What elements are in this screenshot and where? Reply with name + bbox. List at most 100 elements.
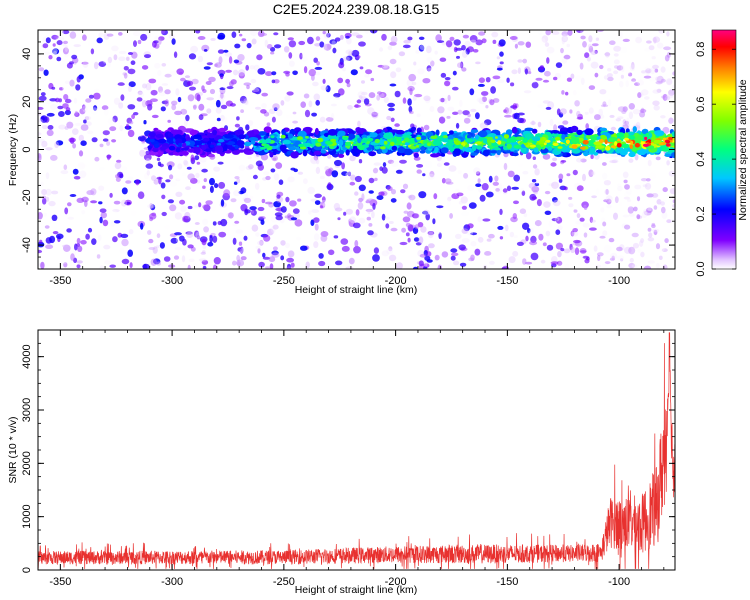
band-blob <box>149 138 155 143</box>
noise-blob <box>142 83 147 89</box>
noise-blob <box>584 52 590 59</box>
noise-blob <box>354 240 359 248</box>
noise-blob <box>553 76 558 81</box>
noise-blob <box>121 238 129 247</box>
noise-blob <box>85 98 92 103</box>
noise-blob <box>136 97 143 102</box>
noise-blob <box>513 200 519 205</box>
noise-blob <box>292 70 298 76</box>
noise-blob <box>485 191 494 198</box>
noise-blob <box>50 154 58 161</box>
noise-blob <box>300 245 308 251</box>
noise-blob <box>559 108 567 115</box>
noise-blob <box>322 202 329 207</box>
noise-blob <box>496 252 504 258</box>
noise-blob <box>574 101 581 106</box>
noise-blob <box>627 201 634 208</box>
noise-blob <box>54 141 59 149</box>
noise-blob <box>50 47 58 55</box>
noise-blob <box>437 106 445 114</box>
noise-blob <box>174 212 182 220</box>
noise-blob <box>47 125 54 130</box>
noise-blob <box>619 31 623 39</box>
noise-blob <box>331 40 336 46</box>
noise-blob <box>561 90 565 95</box>
noise-blob <box>292 208 300 214</box>
noise-blob <box>72 168 79 175</box>
noise-blob <box>594 49 598 54</box>
noise-blob <box>160 106 166 112</box>
noise-blob <box>425 97 431 104</box>
noise-blob <box>318 260 326 267</box>
noise-blob <box>568 196 573 200</box>
noise-blob <box>589 216 594 223</box>
noise-blob <box>506 185 512 192</box>
noise-blob <box>147 103 153 111</box>
noise-blob <box>386 115 392 121</box>
band-blob <box>282 130 286 136</box>
band-blob <box>265 138 272 144</box>
noise-blob <box>338 88 345 96</box>
band-blob <box>250 140 256 145</box>
noise-blob <box>98 32 104 38</box>
noise-blob <box>223 49 229 53</box>
noise-blob <box>280 100 285 106</box>
band-blob <box>506 143 512 149</box>
noise-blob <box>127 129 135 138</box>
noise-blob <box>201 259 209 265</box>
noise-blob <box>112 209 120 213</box>
noise-blob <box>610 126 617 131</box>
noise-blob <box>141 100 147 108</box>
noise-blob <box>574 206 579 210</box>
noise-blob <box>187 205 193 210</box>
noise-blob <box>236 178 241 184</box>
noise-blob <box>142 263 150 269</box>
noise-blob <box>207 242 214 247</box>
noise-blob <box>272 246 278 251</box>
noise-blob <box>268 108 276 115</box>
noise-blob <box>233 59 240 64</box>
band-blob <box>383 132 394 140</box>
noise-blob <box>82 34 87 41</box>
noise-blob <box>158 90 167 97</box>
noise-blob <box>420 226 427 233</box>
colorbar-tick-label: 0.8 <box>695 42 707 57</box>
noise-blob <box>163 256 171 262</box>
noise-blob <box>516 241 524 246</box>
noise-blob <box>82 60 89 68</box>
band-blob <box>619 150 628 156</box>
noise-blob <box>44 51 50 55</box>
noise-blob <box>453 39 461 46</box>
noise-blob <box>490 86 496 94</box>
noise-blob <box>119 125 124 132</box>
noise-blob <box>646 207 653 213</box>
noise-blob <box>112 115 118 123</box>
band-blob <box>208 153 215 158</box>
noise-blob <box>273 173 280 181</box>
noise-blob <box>364 74 370 78</box>
noise-blob <box>263 171 270 176</box>
noise-blob <box>621 110 627 114</box>
noise-blob <box>414 224 419 230</box>
noise-blob <box>413 237 420 242</box>
noise-blob <box>461 205 467 210</box>
noise-blob <box>559 222 563 229</box>
noise-blob <box>368 92 376 99</box>
noise-blob <box>671 31 675 39</box>
noise-blob <box>434 78 441 83</box>
noise-blob <box>653 229 658 236</box>
noise-blob <box>531 81 539 89</box>
noise-blob <box>81 196 89 203</box>
noise-blob <box>444 80 451 87</box>
noise-blob <box>294 219 303 227</box>
noise-blob <box>247 120 254 126</box>
noise-blob <box>664 54 670 62</box>
noise-blob <box>394 123 400 127</box>
noise-blob <box>313 155 319 161</box>
noise-blob <box>274 44 282 49</box>
noise-blob <box>265 71 273 77</box>
noise-blob <box>44 225 50 229</box>
noise-blob <box>422 210 429 215</box>
noise-blob <box>385 223 390 229</box>
noise-blob <box>557 225 563 230</box>
